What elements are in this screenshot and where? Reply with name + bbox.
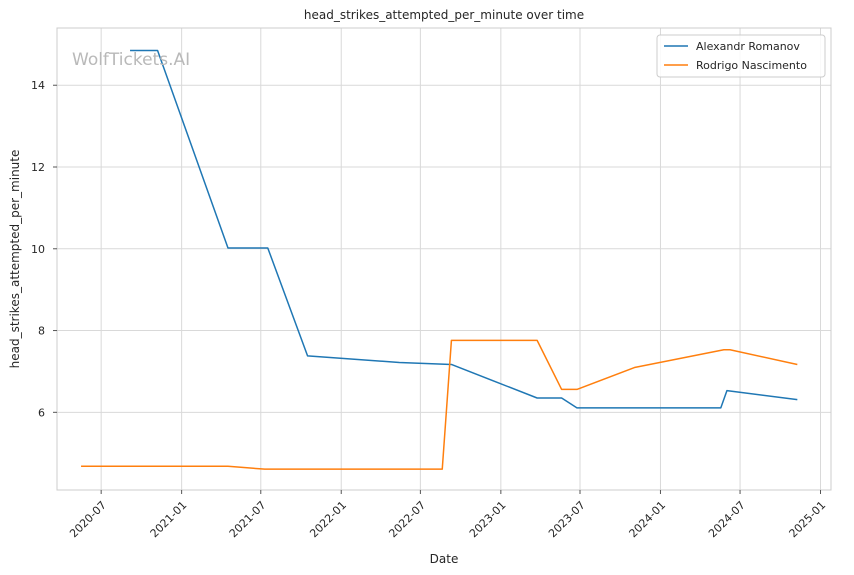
y-tick-label: 12 (31, 161, 45, 174)
chart-title: head_strikes_attempted_per_minute over t… (304, 8, 584, 22)
series-line-alexandr-romanov (130, 49, 798, 409)
watermark-text: WolfTickets.AI (72, 50, 190, 70)
series-line-rodrigo-nascimento (81, 339, 798, 470)
legend-box (656, 34, 826, 78)
y-axis-title: head_strikes_attempted_per_minute (8, 150, 22, 369)
x-axis-title: Date (430, 552, 459, 566)
legend: Alexandr Romanov Rodrigo Nascimento (656, 34, 826, 78)
y-axis-ticks: 6 8 10 12 14 (31, 79, 57, 419)
legend-label-alexandr-romanov: Alexandr Romanov (696, 40, 800, 53)
y-tick-label: 8 (38, 325, 45, 338)
grid (57, 28, 831, 490)
series-lines (81, 49, 798, 470)
y-tick-label: 14 (31, 79, 45, 92)
y-tick-label: 6 (38, 406, 45, 419)
legend-label-rodrigo-nascimento: Rodrigo Nascimento (696, 59, 807, 72)
plot-frame (56, 27, 832, 491)
y-tick-label: 10 (31, 243, 45, 256)
